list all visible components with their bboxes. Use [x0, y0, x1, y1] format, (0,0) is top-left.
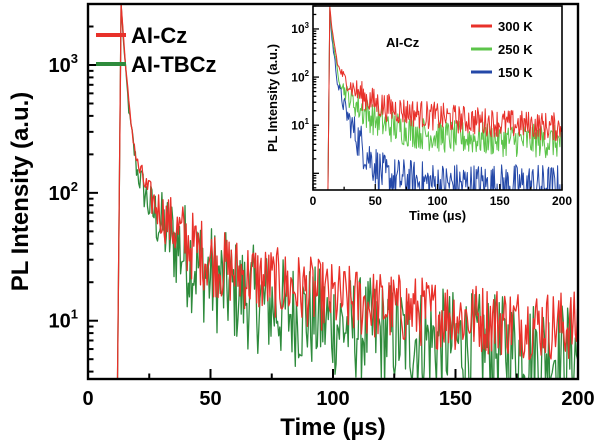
main-ytick-mantissa: 10 — [49, 183, 71, 205]
inset-y-axis-label: PL Intensity (a.u.) — [265, 44, 280, 152]
main-series-ai-cz — [116, 4, 578, 379]
main-xtick-label: 50 — [199, 388, 221, 410]
inset-ytick-mantissa: 10 — [291, 70, 305, 84]
inset-ytick-label: 102 — [291, 69, 309, 84]
inset-xtick-label: 200 — [552, 194, 572, 208]
main-ytick-mantissa: 10 — [49, 311, 71, 333]
inset-xtick-label: 100 — [427, 194, 447, 208]
inset-legend-label: 150 K — [498, 65, 533, 80]
inset-x-axis-label: Time (µs) — [409, 208, 466, 223]
main-xtick-label: 200 — [561, 388, 594, 410]
inset-traces — [327, 6, 562, 190]
inset-title: AI-Cz — [386, 35, 420, 50]
main-ytick-label: 102 — [49, 179, 78, 205]
inset-ytick-exponent: 1 — [305, 117, 310, 126]
main-legend-label: AI-Cz — [131, 23, 187, 48]
main-xtick-label: 100 — [316, 388, 349, 410]
main-ytick-exponent: 1 — [71, 307, 78, 322]
main-legend-label: AI-TBCz — [131, 52, 217, 77]
main-ytick-label: 101 — [49, 307, 78, 333]
main-ytick-mantissa: 10 — [49, 55, 71, 77]
main-xtick-label: 0 — [82, 388, 93, 410]
main-ytick-exponent: 2 — [71, 179, 78, 194]
main-traces — [116, 4, 578, 379]
inset-ytick-exponent: 3 — [305, 21, 310, 30]
main-y-axis-label: PL Intensity (a.u.) — [7, 92, 34, 292]
inset-xtick-label: 150 — [490, 194, 510, 208]
inset-legend-label: 300 K — [498, 19, 533, 34]
inset-xtick-label: 0 — [310, 194, 317, 208]
inset-ytick-label: 101 — [291, 117, 309, 132]
main-xtick-label: 150 — [439, 388, 472, 410]
inset-ytick-mantissa: 10 — [291, 22, 305, 36]
main-ytick-label: 103 — [49, 51, 78, 77]
main-x-axis-label: Time (µs) — [280, 414, 385, 441]
inset-background — [313, 6, 562, 190]
inset-xtick-label: 50 — [369, 194, 383, 208]
inset-series-300-k — [327, 6, 562, 190]
inset-series-150-k — [327, 9, 561, 190]
main-ytick-exponent: 3 — [71, 51, 78, 66]
inset-legend-label: 250 K — [498, 42, 533, 57]
inset-ytick-label: 103 — [291, 21, 309, 36]
inset-ytick-exponent: 2 — [305, 69, 310, 78]
inset-ytick-mantissa: 10 — [291, 118, 305, 132]
